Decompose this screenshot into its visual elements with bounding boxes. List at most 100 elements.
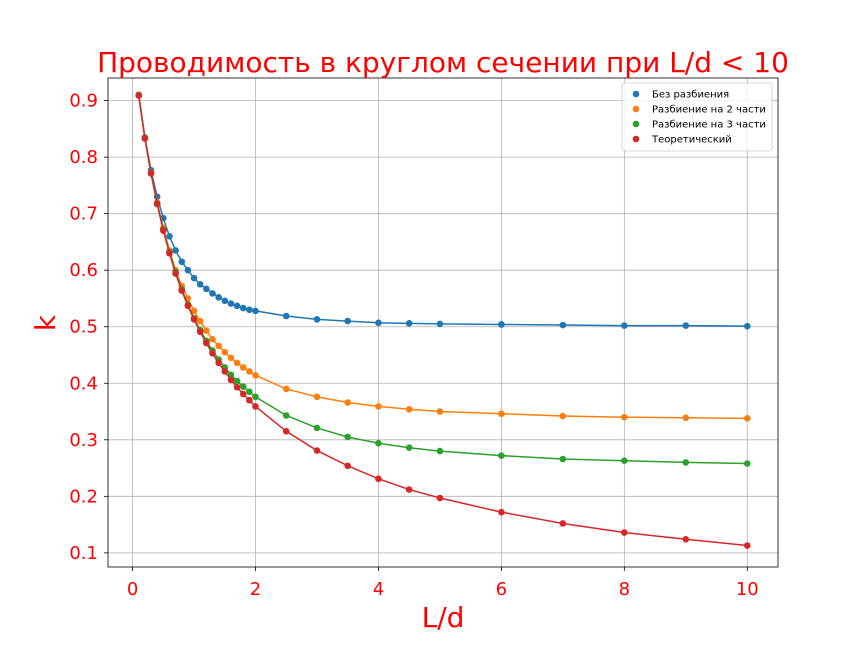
data-point	[153, 200, 161, 208]
data-point	[252, 307, 259, 315]
data-point	[233, 359, 241, 367]
legend-item: Без разбиения	[632, 90, 729, 101]
x-axis-label: L/d	[422, 601, 465, 634]
data-point	[405, 444, 413, 452]
y-tick-label: 0.6	[69, 260, 98, 281]
legend-marker	[632, 135, 640, 143]
legend-marker	[632, 105, 640, 113]
y-tick-label: 0.1	[69, 543, 98, 564]
data-point	[190, 307, 198, 315]
data-point	[405, 405, 413, 413]
legend-item: Разбиение на 2 части	[632, 105, 766, 116]
data-point	[135, 92, 143, 99]
data-point	[233, 383, 241, 391]
data-point	[621, 457, 628, 465]
data-point	[682, 414, 690, 422]
y-tick-label: 0.3	[69, 430, 98, 451]
data-point	[375, 403, 382, 410]
data-point	[498, 508, 505, 516]
data-point	[233, 302, 241, 310]
data-point	[559, 321, 567, 329]
data-point	[196, 328, 204, 336]
data-point	[743, 322, 751, 330]
legend-label: Разбиение на 3 части	[652, 120, 766, 131]
data-point	[252, 403, 259, 410]
data-point	[621, 322, 628, 329]
x-tick-label: 6	[496, 579, 507, 600]
y-tick-label: 0.5	[69, 317, 98, 338]
data-point	[190, 316, 198, 323]
data-point	[282, 412, 290, 419]
data-point	[498, 410, 505, 418]
data-point	[209, 350, 216, 357]
data-point	[621, 529, 628, 536]
data-point	[282, 428, 290, 435]
data-point	[215, 342, 222, 350]
data-point	[196, 281, 204, 288]
axes: 0 2 4 6 8 10 0.1 0.2 0.3 0.4 0.5 0.6 0.7 0.8 0.9	[69, 91, 758, 600]
data-point	[141, 135, 149, 142]
data-point	[743, 542, 751, 549]
data-point	[344, 433, 352, 441]
x-tick-label: 4	[373, 579, 384, 600]
data-point	[621, 413, 628, 421]
data-point	[313, 393, 321, 401]
data-point	[203, 327, 210, 335]
data-point	[559, 412, 567, 420]
data-point	[682, 322, 690, 329]
data-point	[178, 258, 186, 266]
data-point	[209, 290, 216, 297]
data-point	[344, 399, 352, 406]
data-point	[221, 348, 229, 356]
data-point	[178, 287, 186, 294]
legend-item: Разбиение на 3 части	[632, 120, 766, 131]
y-tick-label: 0.9	[69, 91, 98, 112]
data-point	[209, 335, 216, 343]
data-point	[375, 439, 382, 447]
x-tick-label: 10	[736, 579, 759, 600]
data-point	[172, 270, 179, 277]
legend-marker	[632, 90, 640, 98]
data-point	[221, 368, 229, 375]
data-point	[184, 266, 192, 274]
data-point	[227, 354, 235, 362]
data-point	[743, 460, 751, 467]
y-tick-label: 0.8	[69, 147, 98, 168]
data-point	[239, 383, 247, 390]
data-point	[252, 393, 259, 401]
data-point	[196, 317, 204, 325]
data-point	[282, 312, 290, 320]
data-point	[313, 424, 321, 432]
data-point	[313, 447, 321, 454]
data-point	[160, 227, 167, 234]
data-point	[203, 285, 210, 293]
data-point	[498, 452, 505, 459]
data-point	[203, 339, 210, 347]
data-point	[172, 247, 179, 254]
data-point	[436, 320, 444, 328]
data-point	[227, 376, 235, 384]
data-point	[559, 455, 567, 463]
data-point	[313, 316, 321, 323]
data-point	[682, 536, 690, 543]
data-point	[166, 249, 173, 257]
data-point	[246, 396, 253, 404]
y-tick-label: 0.2	[69, 486, 98, 507]
data-point	[405, 486, 413, 493]
data-point	[246, 388, 253, 396]
x-tick-label: 0	[127, 579, 138, 600]
chart-title: Проводимость в круглом сечении при L/d <…	[97, 46, 789, 79]
grid	[108, 78, 778, 567]
data-point	[166, 232, 173, 240]
y-axis-label: k	[29, 314, 62, 331]
data-point	[184, 302, 192, 310]
data-point	[405, 320, 413, 327]
data-point	[215, 359, 222, 367]
series-4	[135, 92, 751, 549]
data-point	[375, 475, 382, 483]
legend-label: Теоретический	[651, 135, 732, 146]
data-point	[252, 372, 259, 379]
data-point	[436, 408, 444, 415]
